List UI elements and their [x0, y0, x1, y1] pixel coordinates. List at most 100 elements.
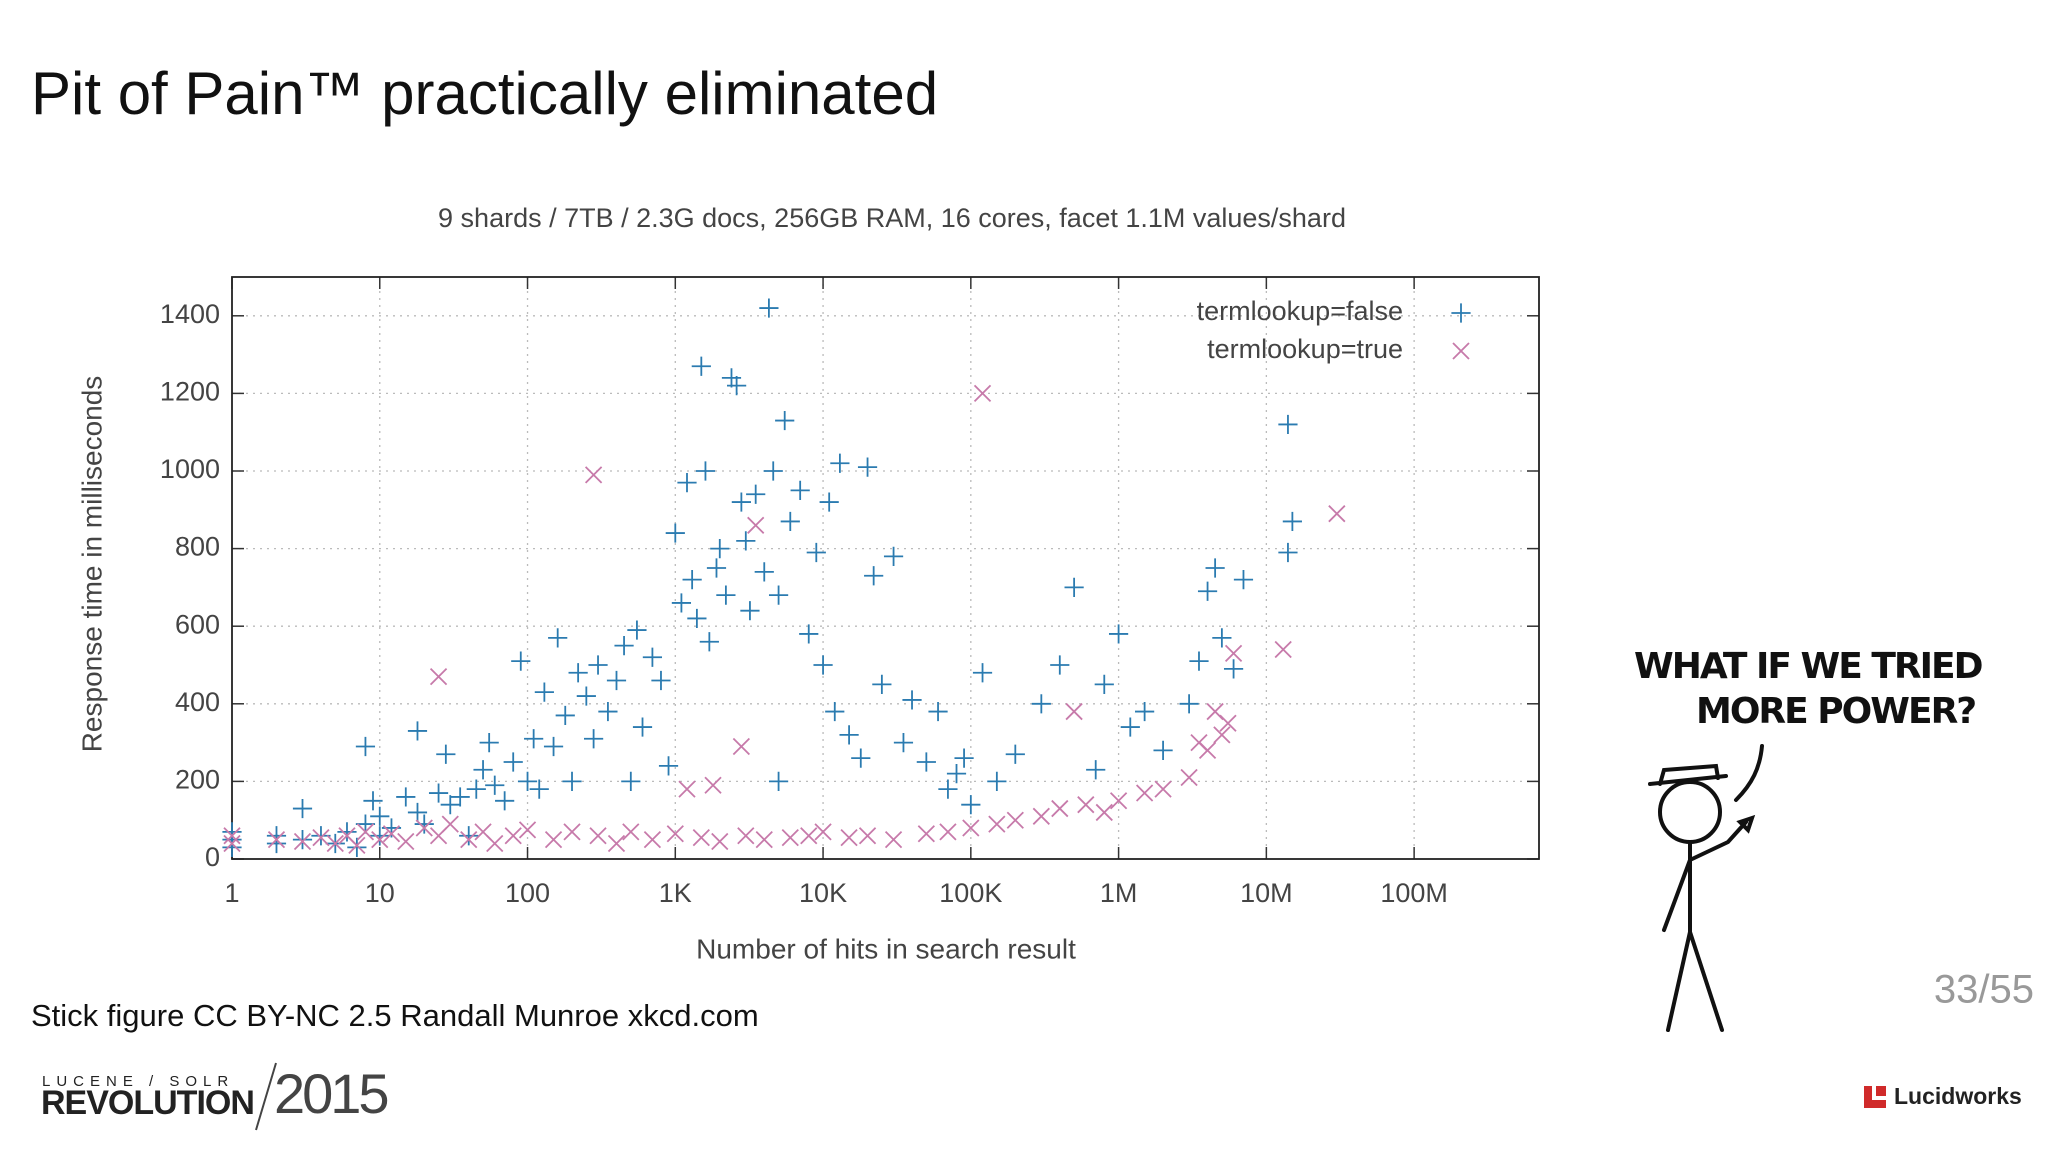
point [928, 701, 948, 722]
x-tick-label: 1M [1100, 878, 1138, 908]
point [621, 771, 641, 791]
point [1274, 640, 1292, 659]
point [716, 585, 736, 605]
y-axis-label: Response time in milliseconds [76, 376, 107, 753]
point [312, 829, 330, 847]
point [917, 825, 935, 843]
point [1109, 792, 1128, 810]
point [695, 461, 716, 481]
point [534, 682, 554, 702]
point [397, 832, 415, 851]
point [370, 806, 390, 826]
point [1278, 542, 1298, 563]
point [622, 823, 640, 841]
point [1205, 558, 1225, 578]
plot-frame [231, 276, 1540, 860]
x-tick-label: 1 [224, 878, 239, 908]
point [747, 516, 765, 534]
point [737, 827, 755, 845]
point [460, 830, 478, 849]
point [754, 562, 774, 582]
y-tick-label: 800 [175, 532, 220, 562]
point [326, 834, 344, 853]
point [1108, 624, 1129, 644]
point [347, 837, 367, 857]
point [775, 410, 795, 431]
point [266, 826, 287, 846]
point [902, 690, 922, 710]
company-logo: Lucidworks [1864, 1083, 2022, 1109]
point [436, 744, 456, 764]
point [1213, 726, 1231, 744]
point [780, 511, 800, 532]
point [1179, 694, 1199, 714]
point [555, 705, 575, 726]
point [1120, 717, 1140, 737]
logo-slash [255, 1062, 277, 1131]
point [1328, 505, 1346, 523]
x-tick-label: 100 [505, 878, 550, 908]
point [781, 829, 799, 847]
point [768, 771, 789, 791]
point [1198, 741, 1217, 759]
point [651, 670, 671, 691]
y-tick-label: 1200 [160, 377, 220, 407]
point [584, 729, 604, 749]
y-tick-label: 0 [205, 842, 220, 872]
point [495, 791, 515, 811]
stick-figure [1648, 744, 1764, 1032]
point [677, 473, 697, 493]
point [710, 539, 730, 559]
point [504, 827, 522, 845]
point [643, 830, 662, 849]
point [763, 461, 783, 481]
point [814, 823, 832, 841]
comic-text: WHAT IF WE TRIED [1634, 646, 1982, 687]
caption: Stick figure CC BY-NC 2.5 Randall Munroe… [31, 998, 759, 1033]
point [740, 601, 760, 621]
point [407, 721, 428, 741]
point [799, 624, 819, 644]
point [666, 825, 684, 843]
point [632, 717, 653, 737]
point [1278, 414, 1298, 435]
page-number: 33/55 [1934, 968, 2034, 1012]
point [517, 771, 538, 791]
slide-title: Pit of Pain™ practically eliminated [31, 60, 938, 127]
point [884, 830, 903, 849]
y-tick-label: 1400 [160, 299, 220, 329]
point [665, 523, 685, 543]
point [267, 830, 286, 849]
point [883, 546, 904, 566]
point [606, 670, 627, 691]
point [450, 787, 470, 807]
y-tick-label: 1000 [160, 454, 220, 484]
point [568, 663, 588, 683]
point [727, 376, 747, 396]
point [415, 819, 433, 837]
point [790, 480, 810, 500]
point [1032, 807, 1050, 825]
logo-name: REVOLUTION [41, 1084, 254, 1122]
point [687, 608, 707, 629]
point [1180, 768, 1198, 787]
point [1051, 799, 1069, 818]
point [1233, 570, 1254, 590]
x-tick-label: 100K [939, 878, 1002, 908]
point [223, 827, 241, 845]
point [518, 821, 537, 839]
point [987, 771, 1007, 791]
point [704, 776, 722, 794]
point [459, 826, 479, 846]
point [414, 814, 434, 834]
point [292, 798, 313, 819]
x-tick-label: 10K [799, 878, 847, 908]
point [473, 760, 493, 780]
point [857, 457, 878, 477]
point [759, 298, 779, 318]
point [1135, 784, 1154, 802]
point [1135, 701, 1155, 722]
point [825, 701, 845, 722]
point [682, 570, 702, 590]
